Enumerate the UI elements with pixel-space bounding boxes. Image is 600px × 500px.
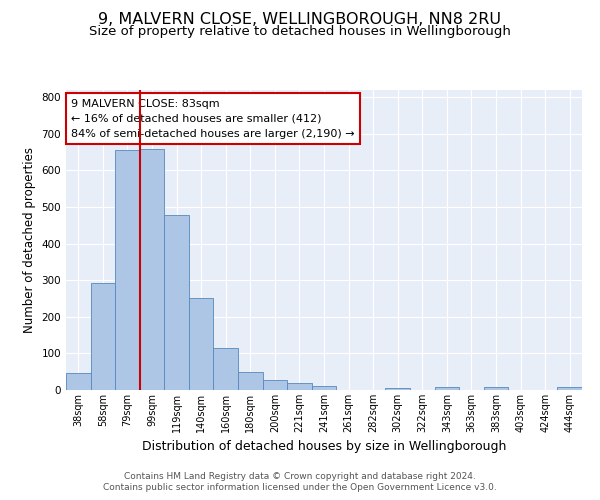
Bar [434, 388, 459, 390]
Bar [214, 348, 238, 390]
Bar [312, 386, 336, 390]
Text: 9 MALVERN CLOSE: 83sqm
← 16% of detached houses are smaller (412)
84% of semi-de: 9 MALVERN CLOSE: 83sqm ← 16% of detached… [71, 99, 355, 138]
X-axis label: Distribution of detached houses by size in Wellingborough: Distribution of detached houses by size … [142, 440, 506, 454]
Text: Size of property relative to detached houses in Wellingborough: Size of property relative to detached ho… [89, 25, 511, 38]
Bar [238, 372, 263, 390]
Text: 9, MALVERN CLOSE, WELLINGBOROUGH, NN8 2RU: 9, MALVERN CLOSE, WELLINGBOROUGH, NN8 2R… [98, 12, 502, 28]
Text: Contains HM Land Registry data © Crown copyright and database right 2024.: Contains HM Land Registry data © Crown c… [124, 472, 476, 481]
Bar [140, 148, 164, 390]
Bar [385, 388, 410, 390]
Bar [557, 387, 582, 390]
Bar [189, 298, 214, 390]
Bar [263, 380, 287, 390]
Bar [164, 216, 189, 390]
Bar [287, 382, 312, 390]
Bar [115, 150, 140, 390]
Bar [66, 373, 91, 390]
Y-axis label: Number of detached properties: Number of detached properties [23, 147, 36, 333]
Bar [91, 283, 115, 390]
Bar [484, 388, 508, 390]
Text: Contains public sector information licensed under the Open Government Licence v3: Contains public sector information licen… [103, 484, 497, 492]
